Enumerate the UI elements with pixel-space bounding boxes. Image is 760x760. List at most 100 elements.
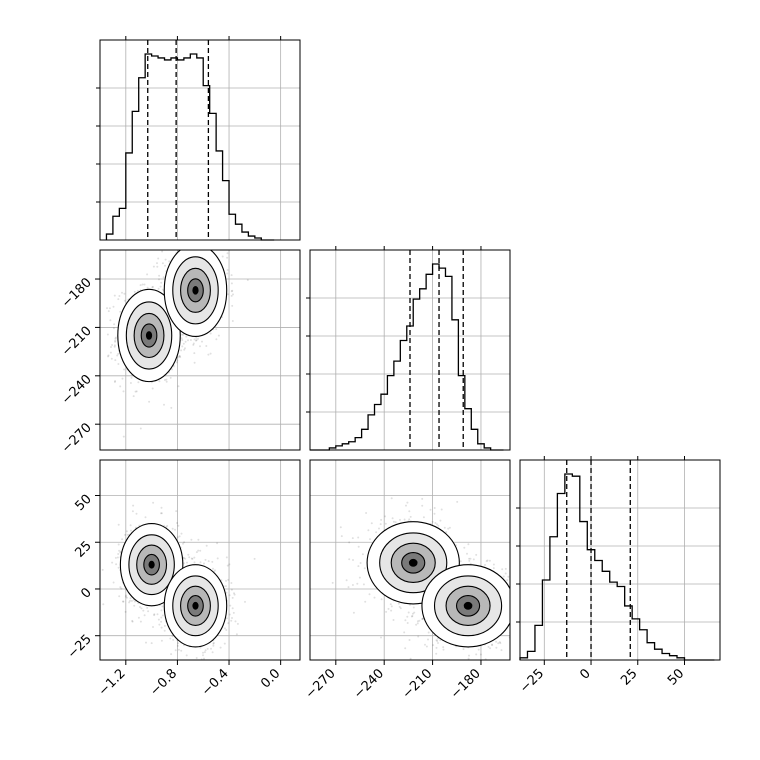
sample-point (514, 613, 516, 615)
sample-point (131, 620, 134, 623)
sample-point (158, 380, 161, 383)
sample-point (352, 611, 355, 614)
sample-point (475, 553, 478, 556)
sample-point (139, 427, 142, 430)
sample-point (225, 617, 228, 620)
sample-point (403, 518, 406, 521)
sample-point (113, 344, 116, 347)
sample-point (231, 304, 234, 307)
sample-point (230, 290, 233, 293)
joint-panel-2 (331, 497, 518, 664)
sample-point (139, 606, 141, 608)
sample-point (129, 524, 132, 527)
sample-point (160, 512, 163, 515)
sample-point (375, 531, 378, 534)
sample-point (364, 600, 367, 603)
y-tick-label: −180 (59, 275, 95, 311)
sample-point (180, 349, 183, 352)
sample-point (512, 615, 514, 617)
sample-point (156, 613, 159, 616)
sample-point (157, 257, 160, 260)
sample-point (387, 607, 390, 610)
x-tick-label: −240 (351, 666, 387, 702)
panel-frame (99, 249, 301, 451)
sample-point (160, 609, 163, 612)
panel-frame (309, 249, 511, 451)
sample-point (373, 596, 376, 599)
sample-point (212, 644, 215, 647)
sample-point (429, 508, 432, 511)
sample-point (363, 567, 366, 570)
sample-point (191, 557, 194, 560)
x-tick-label: −25 (517, 666, 547, 696)
sample-point (193, 561, 196, 564)
sample-point (164, 258, 167, 261)
sample-point (516, 629, 518, 631)
histogram-step-line (519, 473, 715, 661)
sample-point (211, 651, 214, 654)
sample-point (219, 646, 222, 649)
sample-point (117, 352, 120, 355)
sample-point (202, 654, 204, 657)
sample-point (445, 531, 448, 534)
sample-point (434, 522, 437, 524)
sample-point (436, 523, 438, 526)
sample-point (469, 557, 472, 560)
sample-point (133, 290, 136, 293)
sample-point (125, 594, 127, 597)
sample-point (163, 629, 166, 632)
sample-point (228, 594, 231, 597)
sample-point (183, 541, 186, 544)
y-tick-label: −270 (59, 420, 95, 456)
sample-point (180, 532, 183, 535)
x-tick-label: −270 (303, 666, 339, 702)
sample-point (203, 657, 205, 660)
sample-point (117, 298, 120, 301)
sample-point (411, 612, 414, 615)
sample-point (145, 641, 147, 644)
sample-point (408, 639, 411, 641)
sample-point (160, 626, 163, 629)
sample-point (356, 582, 359, 585)
sample-point (210, 230, 212, 232)
sample-point (168, 260, 171, 263)
sample-point (141, 283, 144, 286)
sample-point (117, 566, 120, 569)
sample-point (160, 616, 163, 619)
sample-point (513, 638, 515, 640)
sample-point (182, 542, 184, 545)
sample-point (230, 274, 233, 277)
sample-point (348, 558, 351, 561)
sample-point (161, 605, 164, 608)
sample-point (226, 252, 229, 255)
sample-point (433, 507, 436, 509)
sample-point (232, 611, 235, 614)
sample-point (226, 256, 229, 259)
sample-point (182, 562, 185, 565)
y-tick-label: −210 (59, 324, 95, 360)
sample-point (216, 557, 219, 560)
sample-point (166, 524, 169, 527)
sample-point (175, 510, 178, 513)
sample-point (209, 352, 212, 355)
sample-point (497, 642, 500, 645)
sample-point (152, 626, 154, 628)
sample-point (201, 340, 203, 343)
sample-point (160, 512, 162, 515)
sample-point (495, 646, 498, 649)
sample-point (156, 262, 158, 265)
sample-point (475, 653, 478, 656)
sample-point (112, 581, 115, 584)
sample-point (436, 662, 438, 664)
sample-point (437, 524, 440, 527)
sample-point (160, 639, 163, 642)
sample-point (435, 639, 438, 642)
panel-frame (309, 459, 511, 661)
sample-point (513, 623, 515, 625)
sample-point (367, 529, 370, 532)
x-tick-label: 0.0 (258, 666, 283, 691)
sample-point (472, 558, 475, 561)
sample-point (161, 262, 164, 265)
sample-point (124, 595, 127, 598)
sample-point (226, 272, 229, 275)
